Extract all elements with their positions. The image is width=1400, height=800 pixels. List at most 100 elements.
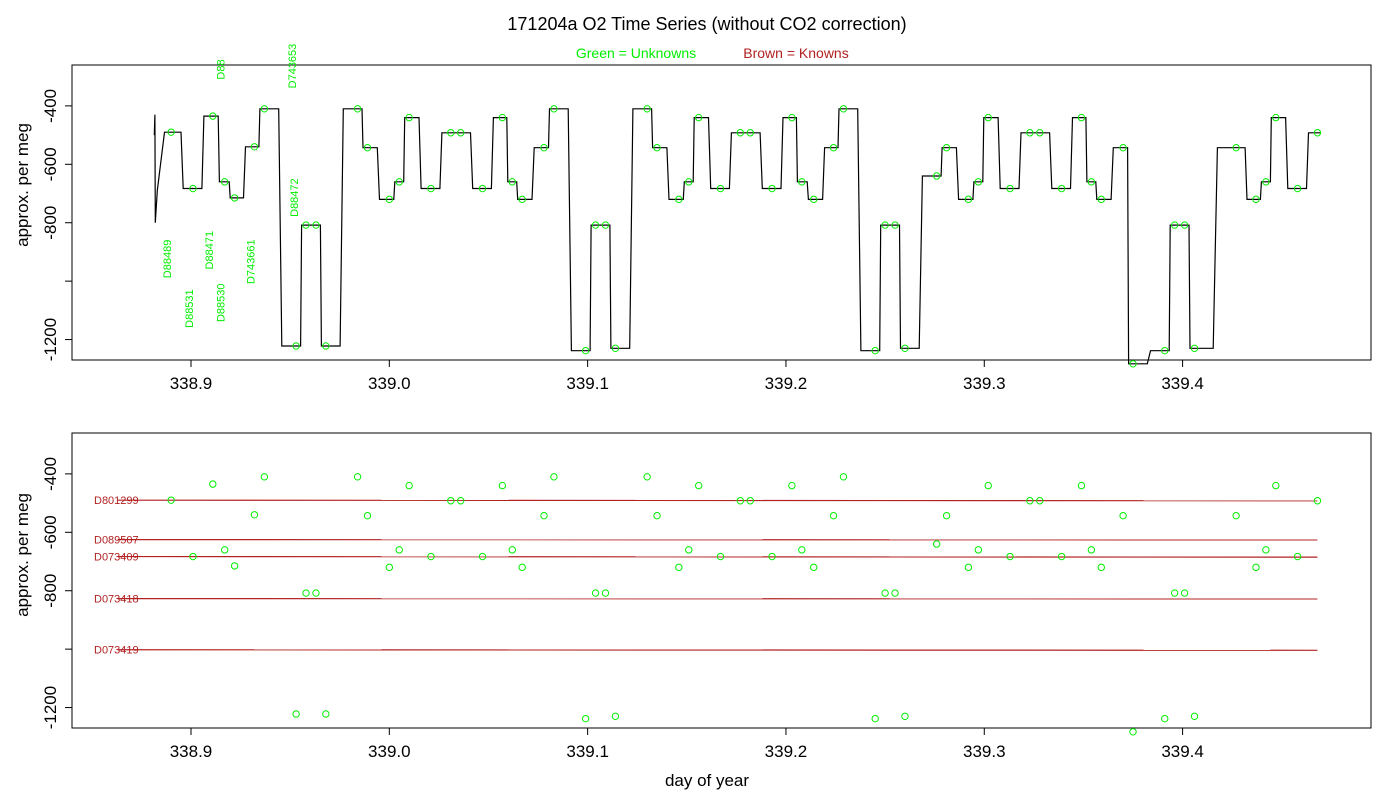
bottom-unknown-point <box>1232 511 1240 520</box>
bottom-ylabel: approx. per meg <box>13 493 32 617</box>
top-unknown-point <box>581 346 590 355</box>
bottom-panel: approx. per meg 338.9 339.0 339.1 339.2 339.… <box>13 432 1372 761</box>
top-unknown-point <box>1232 143 1240 152</box>
bottom-unknown-point <box>363 511 372 520</box>
bottom-unknown-point <box>353 473 362 481</box>
bottom-y-tick-label: -400 <box>41 457 60 491</box>
top-x-tick-label: 338.9 <box>170 374 213 393</box>
top-jog-label: D88472 <box>289 178 301 217</box>
bottom-unknown-point <box>189 552 197 561</box>
top-unknown-point <box>167 128 175 136</box>
top-unknown-point <box>1190 344 1199 353</box>
top-unknown-point <box>1119 143 1127 152</box>
known-line-label: D073409 <box>94 552 139 564</box>
top-ylabel: approx. per meg <box>13 123 32 247</box>
bottom-unknown-point <box>209 480 217 488</box>
top-x-tick-label: 339.3 <box>963 374 1006 393</box>
bottom-unknown-point <box>716 552 725 561</box>
bottom-unknown-point <box>932 540 941 548</box>
top-unknown-point <box>1170 221 1179 229</box>
known-line-label: D089507 <box>94 535 139 547</box>
top-unknown-point <box>1077 113 1086 122</box>
x-axis-label: day of year <box>665 771 749 790</box>
bottom-unknown-point <box>1087 546 1096 554</box>
bottom-unknown-point <box>768 552 776 561</box>
top-unknown-point <box>798 178 806 186</box>
top-unknown-point <box>942 143 951 152</box>
top-unknown-point <box>891 221 899 229</box>
bottom-unknown-point <box>312 589 320 597</box>
bottom-unknown-point <box>395 546 403 554</box>
top-unknown-point <box>1087 178 1096 186</box>
top-unknown-point <box>405 113 413 122</box>
top-x-tick-label: 339.1 <box>566 374 609 393</box>
top-unknown-point <box>457 129 465 137</box>
bottom-unknown-point <box>405 481 413 490</box>
bottom-unknown-point <box>322 710 330 718</box>
top-unknown-point <box>385 195 394 204</box>
bottom-unknown-point <box>385 563 394 572</box>
bottom-y-tick-label: -1200 <box>41 686 60 729</box>
bottom-unknown-point <box>1077 481 1086 490</box>
top-unknown-point <box>716 184 725 193</box>
top-jog-label: D88531 <box>184 289 196 328</box>
top-unknown-point <box>363 143 372 152</box>
top-jog-label: D88489 <box>162 240 174 279</box>
bottom-unknown-point <box>591 589 600 597</box>
bottom-unknown-point <box>881 589 889 597</box>
top-unknown-point <box>643 105 651 113</box>
top-unknown-point <box>1129 360 1137 368</box>
bottom-unknown-point <box>942 511 951 520</box>
top-unknown-point <box>353 105 362 113</box>
bottom-unknown-point <box>1097 563 1105 572</box>
bottom-unknown-point <box>1293 552 1302 561</box>
bottom-unknown-point <box>788 481 796 490</box>
top-unknown-point <box>746 129 754 137</box>
top-unknown-point <box>611 344 620 353</box>
top-unknown-point <box>230 194 239 202</box>
top-unknown-point <box>447 129 455 137</box>
bottom-unknown-point <box>901 712 909 721</box>
top-x-tick-label: 339.0 <box>368 374 411 393</box>
bottom-x-tick-label: 339.2 <box>765 742 808 761</box>
legend-unknowns: Green = Unknowns <box>576 45 696 61</box>
bottom-unknown-point <box>1262 546 1270 554</box>
top-unknown-point <box>518 195 526 204</box>
top-jog-label: D88471 <box>204 231 216 270</box>
bottom-unknown-point <box>1180 589 1189 597</box>
chart-title: 171204a O2 Time Series (without CO2 corr… <box>507 14 906 34</box>
top-jog-label: D743661 <box>245 239 257 284</box>
top-jog-label: D88 <box>216 59 228 79</box>
top-unknown-point <box>1006 184 1014 193</box>
top-plot-frame <box>71 64 1372 361</box>
top-unknown-point <box>1097 195 1105 204</box>
bottom-unknown-point <box>260 473 269 481</box>
top-unknown-point <box>601 221 610 229</box>
bottom-unknown-point <box>746 497 754 505</box>
top-y-tick-label: -400 <box>41 89 60 123</box>
bottom-unknown-point <box>1057 552 1066 561</box>
bottom-unknown-point <box>230 562 239 570</box>
bottom-unknown-point <box>891 589 899 597</box>
bottom-y-tick-label: -600 <box>41 515 60 549</box>
bottom-unknown-point <box>829 511 838 520</box>
top-unknown-point <box>1262 178 1270 186</box>
top-unknown-point <box>550 105 558 113</box>
top-unknown-point <box>260 105 269 113</box>
known-line-label: D073418 <box>94 594 139 606</box>
top-unknown-point <box>427 184 435 193</box>
top-unknown-point <box>1293 184 1302 193</box>
known-line-label: D801299 <box>94 495 139 507</box>
bottom-x-tick-label: 339.0 <box>368 742 411 761</box>
bottom-unknown-point <box>1272 481 1280 490</box>
top-unknown-point <box>694 113 703 122</box>
top-unknown-point <box>788 113 796 122</box>
top-unknown-point <box>292 342 300 350</box>
top-jog-label: D743653 <box>287 44 299 89</box>
bottom-x-tick-label: 339.3 <box>963 742 1006 761</box>
bottom-unknown-point <box>292 710 300 718</box>
top-y-tick-label: -1200 <box>41 318 60 361</box>
top-unknown-point <box>189 184 197 193</box>
bottom-unknown-point <box>810 563 818 572</box>
bottom-unknown-point <box>550 473 558 481</box>
